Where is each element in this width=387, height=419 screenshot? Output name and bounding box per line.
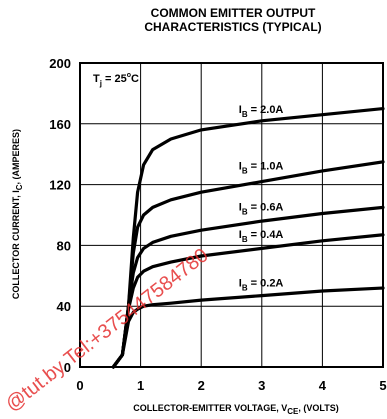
y-tick-label: 40 xyxy=(57,299,71,314)
x-axis-label: COLLECTOR-EMITTER VOLTAGE, VCE, (VOLTS) xyxy=(133,403,338,416)
series-label: IB = 2.0A xyxy=(239,104,284,119)
x-tick-label: 2 xyxy=(198,378,205,393)
x-tick-label: 3 xyxy=(258,378,265,393)
series-label: IB = 1.0A xyxy=(239,160,284,175)
chart-title: COMMON EMITTER OUTPUT CHARACTERISTICS (T… xyxy=(144,6,321,34)
temperature-annotation: Tj = 25oC xyxy=(93,72,139,88)
chart-title-line-2: CHARACTERISTICS (TYPICAL) xyxy=(144,20,321,34)
curve-labels: IB = 2.0A IB = 1.0A IB = 0.6A IB = 0.4A IB =… xyxy=(239,104,284,292)
series-line-ib-0-2a xyxy=(111,286,385,369)
x-tick-label: 4 xyxy=(319,378,327,393)
series-label: IB = 0.6A xyxy=(239,201,284,216)
series-line-ib-1-0a xyxy=(111,160,385,369)
chart-title-line-1: COMMON EMITTER OUTPUT xyxy=(151,6,316,20)
series-label: IB = 0.2A xyxy=(239,277,284,292)
x-tick-label: 1 xyxy=(137,378,144,393)
y-axis-label: COLLECTOR CURRENT, IC, (AMPERES) xyxy=(11,129,24,299)
y-tick-label: 160 xyxy=(49,117,71,132)
x-tick-labels: 0 1 2 3 4 5 xyxy=(76,378,386,393)
y-tick-label: 120 xyxy=(49,178,71,193)
y-tick-label: 80 xyxy=(57,238,71,253)
x-tick-label: 0 xyxy=(76,378,83,393)
x-tick-label: 5 xyxy=(379,378,386,393)
y-tick-labels: 0 40 80 120 160 200 xyxy=(49,56,71,375)
y-tick-label: 0 xyxy=(64,360,71,375)
watermark: @tut.by Tel:+375447584780 xyxy=(2,244,213,416)
series-line-ib-0-4a xyxy=(111,233,385,369)
curves xyxy=(111,107,385,369)
series-label: IB = 0.4A xyxy=(239,229,284,244)
plot-frame xyxy=(79,62,384,368)
y-tick-label: 200 xyxy=(49,56,71,71)
